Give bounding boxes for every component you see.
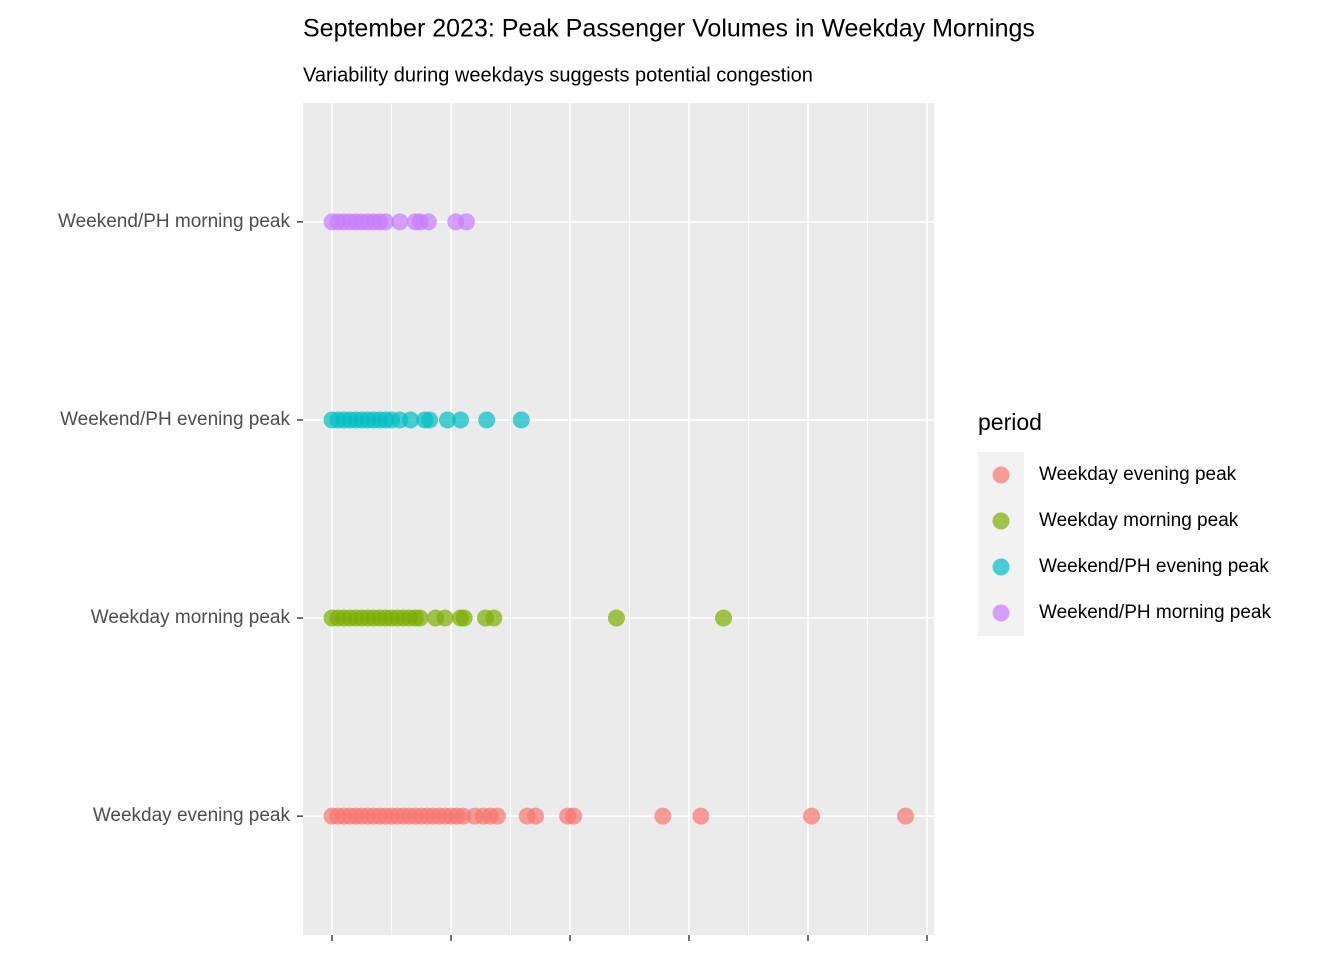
point [419,213,437,231]
point [438,411,456,429]
legend-label: Weekday morning peak [1039,510,1239,531]
legend-label: Weekend/PH morning peak [1039,602,1271,623]
point [485,609,503,627]
chart-title: September 2023: Peak Passenger Volumes i… [303,15,1035,43]
point [402,411,420,429]
point [452,411,470,429]
point [607,609,625,627]
legend-marker [992,558,1010,576]
point [692,807,710,825]
point [436,609,454,627]
point [377,213,395,231]
point [803,807,821,825]
point [715,609,733,627]
point [654,807,672,825]
y-tick-label: Weekend/PH evening peak [60,409,290,430]
legend-marker [992,466,1010,484]
y-tick-label: Weekday evening peak [93,805,291,826]
chart-subtitle: Variability during weekdays suggests pot… [303,64,813,86]
point [457,213,475,231]
point [565,807,583,825]
point [488,807,506,825]
legend-marker [992,604,1010,622]
y-tick-label: Weekday morning peak [91,607,291,628]
legend-marker [992,512,1010,530]
legend-title: period [978,409,1042,435]
point [527,807,545,825]
legend-label: Weekday evening peak [1039,464,1237,485]
point [897,807,915,825]
legend-label: Weekend/PH evening peak [1039,556,1269,577]
point [454,807,472,825]
point [455,609,473,627]
point [411,609,429,627]
point [512,411,530,429]
point [391,213,409,231]
y-tick-label: Weekend/PH morning peak [58,211,290,232]
plot-panel [303,103,934,935]
point [421,411,439,429]
point [478,411,496,429]
